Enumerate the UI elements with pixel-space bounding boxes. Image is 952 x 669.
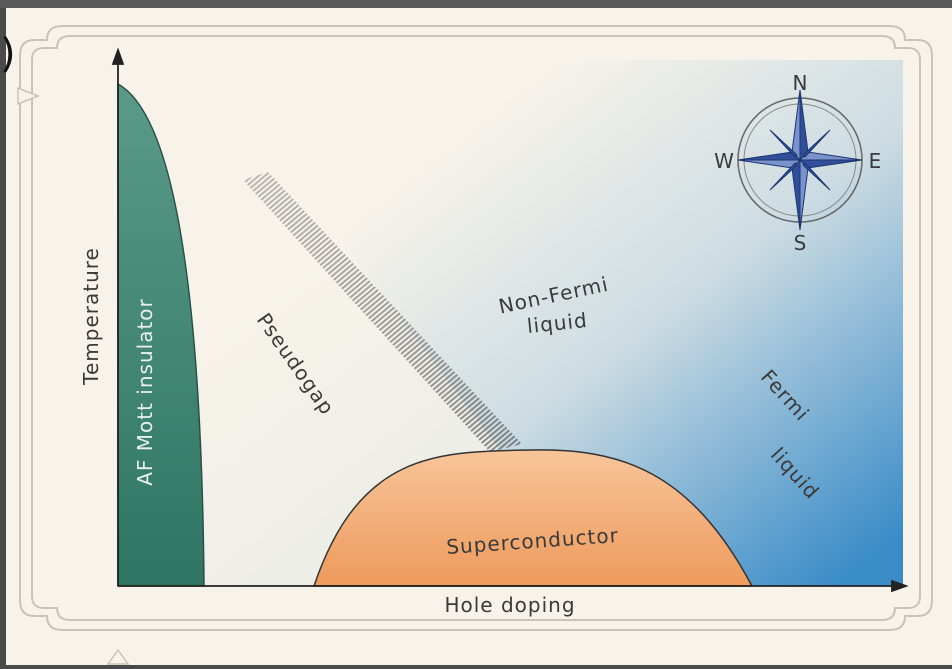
- pseudogap-region: [118, 72, 500, 586]
- x-axis-arrow-icon: [891, 579, 909, 593]
- compass-rose-icon: N S E W: [714, 71, 881, 255]
- af-mott-insulator-region: [117, 82, 205, 587]
- x-axis-label: Hole doping: [444, 593, 575, 617]
- axes: [111, 47, 909, 593]
- compass-south-label: S: [794, 231, 807, 255]
- y-axis-arrow-icon: [111, 47, 125, 65]
- af-mott-insulator-label: AF Mott insulator: [133, 298, 157, 486]
- compass-west-label: W: [714, 149, 734, 173]
- compass-north-label: N: [793, 71, 808, 95]
- panel-mark: ): [0, 31, 16, 77]
- superconductor-dome: [312, 449, 754, 587]
- y-axis-label: Temperature: [79, 247, 103, 386]
- compass-east-label: E: [869, 149, 882, 173]
- ornamental-frame: [19, 25, 933, 631]
- pseudogap-crossover-band: [243, 172, 522, 452]
